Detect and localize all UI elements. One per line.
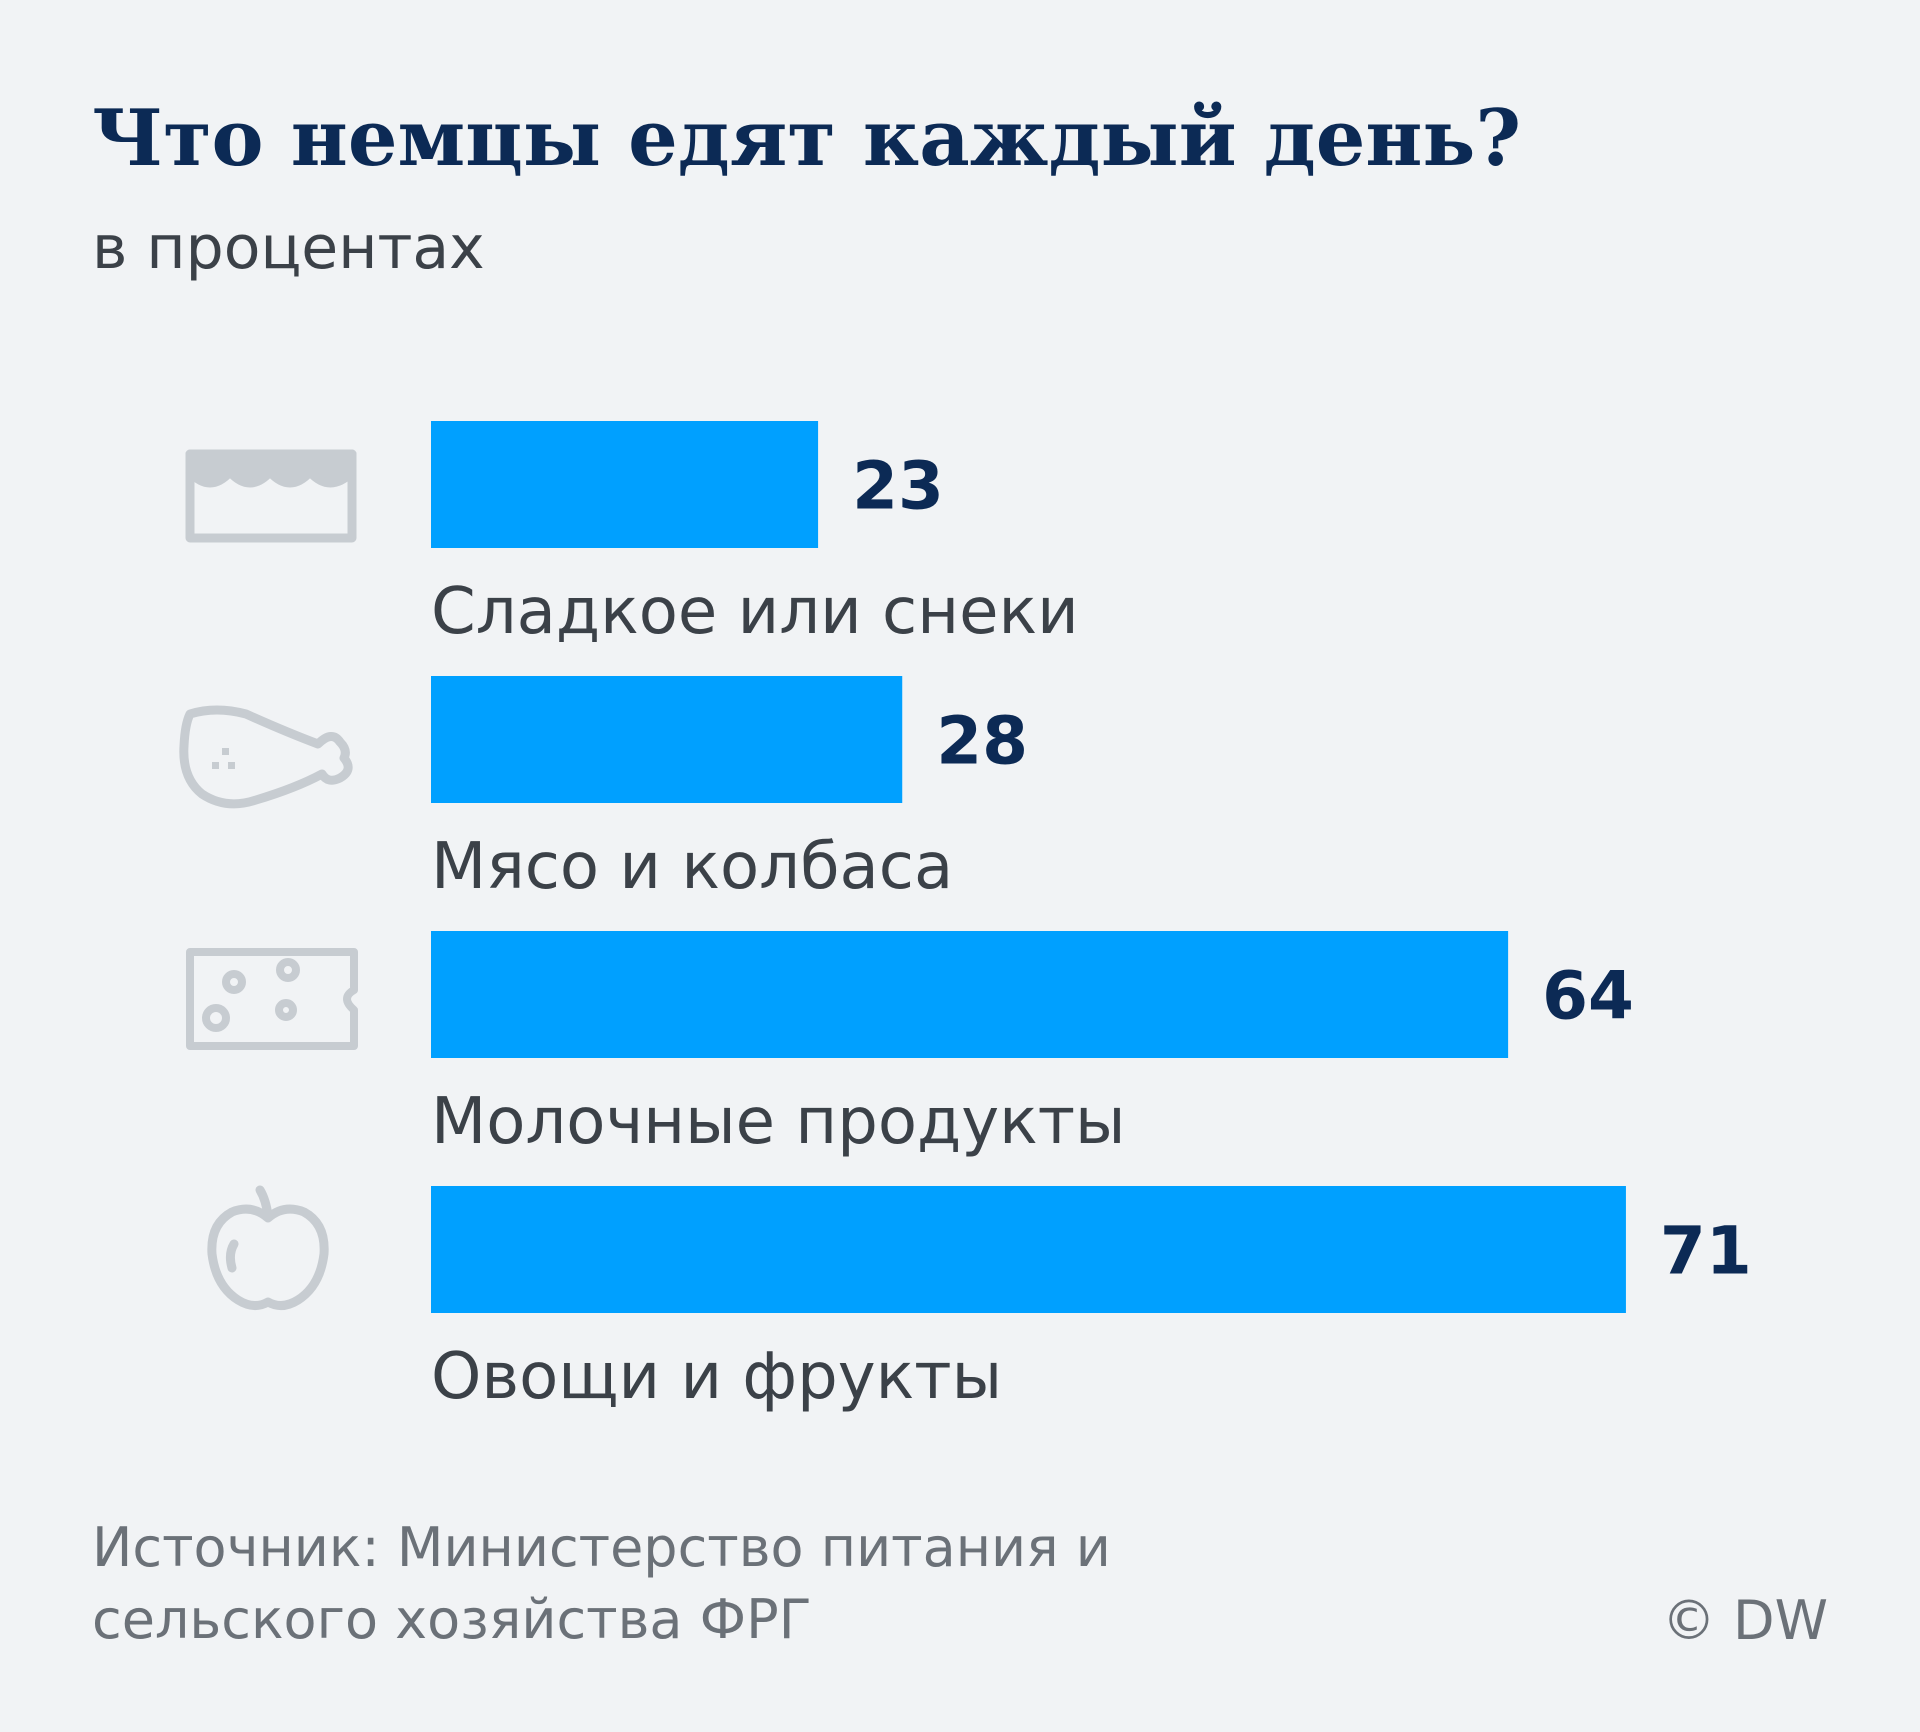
cake-icon — [190, 454, 352, 538]
chicken-leg-icon — [184, 710, 348, 804]
copyright-dw: © DW — [1661, 1589, 1828, 1652]
source-line-2: сельского хозяйства ФРГ — [92, 1588, 812, 1651]
bar-value-label: 23 — [852, 448, 944, 525]
bar-value-label: 71 — [1660, 1213, 1752, 1290]
bar — [431, 676, 903, 803]
bar — [431, 421, 819, 548]
chart-title: Что немцы едят каждый день? — [92, 93, 1522, 184]
bar — [431, 931, 1509, 1058]
category-label: Молочные продукты — [431, 1085, 1126, 1159]
source-line-1: Источник: Министерство питания и — [92, 1516, 1111, 1579]
category-label: Мясо и колбаса — [431, 830, 953, 904]
bar-value-label: 64 — [1542, 958, 1634, 1035]
category-label: Сладкое или снеки — [431, 575, 1079, 649]
source-note: Источник: Министерство питания и сельско… — [92, 1512, 1392, 1656]
bar-value-label: 28 — [936, 703, 1028, 780]
category-label: Овощи и фрукты — [431, 1340, 1002, 1414]
apple-icon — [212, 1190, 324, 1306]
chart-subtitle: в процентах — [92, 213, 485, 283]
cheese-icon — [190, 952, 354, 1046]
bar — [431, 1186, 1626, 1313]
